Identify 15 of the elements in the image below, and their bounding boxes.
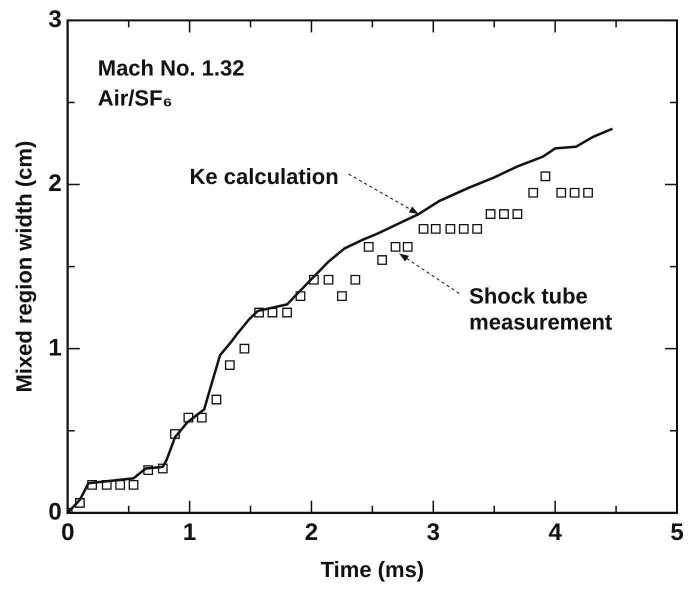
y-tick-label: 3 [48, 6, 62, 34]
y-tick-label: 2 [48, 170, 62, 198]
y-axis-title: Mixed region width (cm) [11, 140, 36, 392]
y-tick-label: 0 [48, 498, 62, 526]
x-axis-title: Time (ms) [320, 556, 424, 582]
y-tick-label: 1 [48, 334, 62, 362]
x-tick-label: 1 [182, 518, 196, 546]
x-tick-label: 4 [548, 518, 562, 546]
annotation: Air/SF₆ [98, 85, 173, 110]
x-tick-label: 2 [304, 518, 318, 546]
x-tick-label: 5 [670, 518, 684, 546]
annotation: Shock tube measurement [469, 283, 613, 334]
annotation: Mach No. 1.32 [98, 55, 244, 80]
annotation: Ke calculation [190, 164, 339, 190]
x-tick-label: 3 [426, 518, 440, 546]
